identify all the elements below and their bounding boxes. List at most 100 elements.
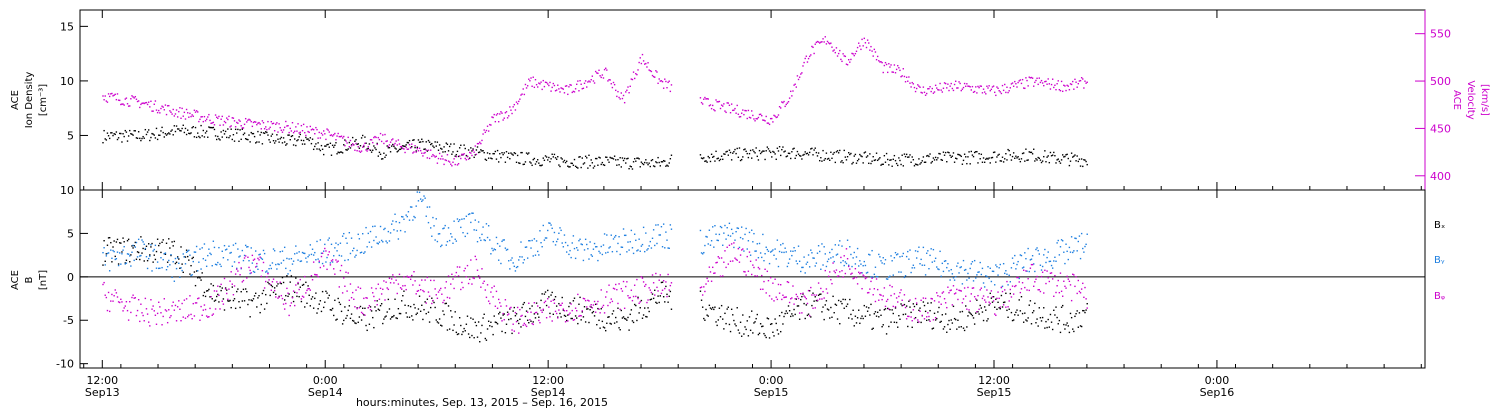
top-point-0 [932, 157, 935, 159]
bottom-point-0 [398, 312, 401, 315]
bottom-point-2 [445, 281, 448, 283]
bottom-point-1 [191, 274, 193, 276]
top-point-1 [936, 87, 938, 89]
bottom-point-2 [521, 314, 523, 317]
bottom-point-2 [1014, 285, 1016, 288]
top-point-0 [982, 157, 985, 159]
bottom-point-2 [252, 259, 255, 261]
top-point-0 [441, 148, 443, 150]
bottom-point-0 [784, 312, 786, 315]
top-point-1 [238, 119, 240, 121]
bottom-point-1 [565, 251, 568, 253]
top-point-1 [226, 117, 228, 119]
bottom-point-0 [190, 264, 192, 267]
top-point-1 [757, 116, 760, 119]
bottom-point-0 [998, 307, 1000, 309]
bottom-point-2 [665, 281, 667, 283]
bottom-point-2 [156, 312, 159, 315]
bottom-point-0 [631, 320, 634, 322]
bottom-point-0 [302, 283, 305, 286]
bottom-point-2 [967, 286, 969, 289]
top-point-1 [377, 136, 380, 139]
top-point-0 [628, 167, 630, 170]
bottom-point-0 [981, 311, 984, 313]
top-point-0 [209, 126, 211, 129]
top-point-0 [476, 146, 479, 148]
top-point-0 [580, 166, 582, 169]
bottom-point-2 [1054, 274, 1056, 277]
top-point-0 [910, 161, 912, 163]
bottom-point-1 [866, 271, 869, 274]
bottom-point-1 [784, 247, 786, 249]
bottom-point-0 [346, 314, 348, 317]
bottom-point-0 [1015, 311, 1017, 314]
bottom-point-1 [436, 240, 439, 243]
bottom-point-2 [209, 307, 211, 310]
bottom-point-1 [489, 239, 491, 241]
top-point-0 [764, 158, 766, 161]
bottom-point-1 [629, 241, 631, 243]
bottom-point-1 [103, 247, 105, 249]
bottom-point-1 [1065, 243, 1067, 245]
top-point-0 [1083, 159, 1085, 161]
bottom-point-2 [504, 299, 507, 301]
bottom-point-1 [300, 260, 303, 262]
top-point-1 [535, 83, 538, 86]
top-point-1 [406, 148, 408, 150]
top-point-0 [348, 141, 351, 144]
top-point-1 [301, 129, 304, 132]
bottom-point-2 [1039, 290, 1042, 293]
top-left-tick-label: 5 [67, 129, 74, 142]
top-point-1 [403, 148, 405, 150]
top-point-0 [329, 142, 332, 144]
top-point-1 [743, 113, 745, 116]
bottom-point-0 [767, 318, 770, 320]
top-point-0 [881, 163, 883, 166]
top-point-0 [315, 143, 317, 145]
bottom-point-1 [1021, 267, 1024, 269]
top-point-0 [178, 128, 180, 130]
bottom-point-0 [374, 306, 376, 308]
top-point-0 [434, 141, 436, 143]
top-point-0 [592, 167, 595, 169]
bottom-point-1 [372, 225, 374, 228]
top-point-1 [143, 102, 145, 105]
top-point-1 [1043, 84, 1045, 87]
bottom-point-1 [870, 276, 872, 278]
bottom-point-2 [359, 287, 362, 290]
bottom-point-2 [150, 299, 152, 301]
bottom-point-0 [763, 332, 765, 335]
bottom-point-1 [432, 216, 434, 219]
top-point-0 [879, 157, 881, 159]
top-point-1 [949, 85, 951, 87]
bottom-point-0 [728, 323, 731, 326]
top-point-0 [726, 150, 728, 153]
bottom-point-2 [524, 324, 527, 326]
bottom-point-2 [755, 259, 757, 261]
top-point-0 [375, 148, 377, 151]
bottom-point-0 [909, 306, 911, 308]
top-point-0 [639, 166, 641, 168]
top-point-0 [418, 141, 421, 143]
bottom-point-0 [587, 308, 589, 310]
top-point-0 [362, 134, 364, 137]
top-point-0 [509, 157, 511, 160]
bottom-point-0 [940, 320, 942, 323]
bottom-point-0 [443, 313, 445, 316]
bottom-point-0 [188, 259, 190, 261]
bottom-point-0 [1074, 315, 1076, 318]
bottom-point-2 [130, 311, 132, 314]
bottom-point-2 [428, 295, 431, 297]
top-point-0 [143, 137, 145, 139]
top-point-1 [636, 73, 638, 76]
top-point-1 [525, 87, 528, 89]
bottom-point-1 [628, 249, 630, 251]
top-point-1 [586, 86, 588, 88]
bottom-point-1 [135, 241, 138, 244]
top-point-0 [952, 152, 955, 154]
bottom-point-2 [545, 317, 548, 319]
top-point-0 [1079, 165, 1082, 167]
top-point-1 [379, 132, 382, 135]
bottom-point-2 [334, 273, 336, 275]
bottom-point-0 [327, 297, 329, 299]
